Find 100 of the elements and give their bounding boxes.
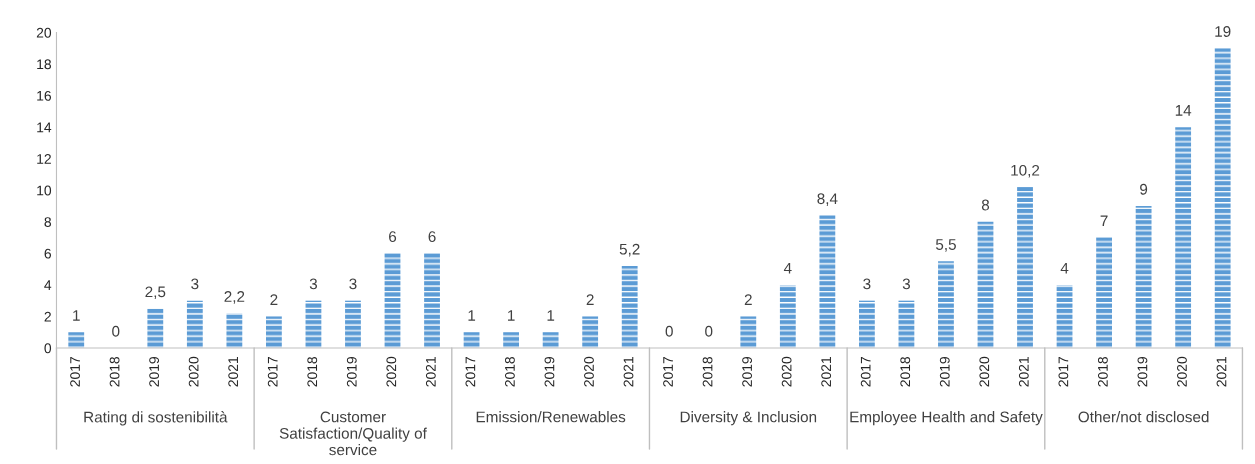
x-tick-label: 2020: [979, 356, 990, 387]
data-label: 8: [981, 199, 990, 211]
y-tick-label: 16: [37, 90, 51, 101]
data-label: 1: [73, 310, 80, 321]
x-tick-label: 2020: [1177, 356, 1187, 387]
x-tick-label: 2019: [742, 356, 753, 387]
bar: [1017, 187, 1033, 348]
y-tick-label: 8: [44, 217, 52, 227]
bar: [819, 215, 836, 348]
x-tick-label: 2019: [939, 356, 950, 387]
bar: [68, 332, 85, 348]
y-tick-label: 10: [37, 185, 52, 196]
bar: [542, 332, 559, 348]
x-tick-label: 2017: [1058, 357, 1069, 387]
x-tick-label: 2017: [860, 357, 871, 387]
y-tick-label: 4: [44, 280, 52, 290]
x-tick-label: 2020: [584, 356, 594, 387]
bar: [740, 316, 757, 348]
data-label: 14: [1175, 105, 1192, 116]
text: Employee Health and Safety: [850, 411, 1043, 426]
bar: [147, 308, 164, 348]
data-label: 8,4: [817, 193, 838, 206]
data-label: 3: [349, 278, 357, 290]
x-tick-label: 2019: [346, 356, 357, 387]
y-tick-label: 0: [44, 343, 52, 354]
x-tick-label: 2019: [544, 356, 555, 387]
data-label: 9: [1140, 183, 1148, 195]
x-tick-label: 2021: [228, 357, 239, 387]
x-tick-label: 2017: [267, 357, 278, 387]
x-tick-label: 2021: [1018, 357, 1029, 387]
data-label: 1: [508, 310, 515, 321]
x-tick-label: 2021: [425, 357, 436, 387]
data-label: 0: [665, 325, 673, 337]
data-label: 1: [468, 310, 476, 321]
x-tick-label: 2021: [821, 357, 832, 387]
data-label: 3: [863, 278, 871, 290]
x-tick-label: 2018: [702, 356, 713, 387]
x-tick-label: 2017: [70, 357, 80, 387]
bar: [1096, 237, 1112, 348]
data-label: 3: [191, 278, 199, 290]
data-label: 7: [1100, 215, 1108, 227]
data-label: 1: [547, 310, 555, 321]
y-tick-label: 6: [44, 248, 51, 259]
data-label: 5,2: [619, 243, 640, 257]
bar: [779, 284, 796, 348]
bar: [345, 300, 361, 348]
y-tick-label: 12: [37, 154, 51, 164]
x-tick-label: 2017: [465, 357, 476, 387]
bar: [186, 300, 203, 348]
x-tick-label: 2018: [504, 356, 515, 387]
data-label: 2: [744, 294, 752, 305]
x-tick-label: 2017: [663, 357, 673, 387]
data-label: 0: [112, 325, 120, 337]
bar: [1175, 127, 1192, 348]
bar: [1056, 284, 1073, 348]
bar: [463, 332, 480, 348]
bar: [266, 316, 282, 348]
data-label: 19: [1215, 26, 1231, 37]
bar: [938, 261, 954, 348]
bar: [1135, 206, 1152, 348]
bar: [384, 253, 401, 348]
data-label: 10,2: [1011, 164, 1040, 178]
text: Emission/Renewables: [476, 411, 626, 423]
x-tick-label: 2020: [188, 356, 199, 387]
bar: [977, 221, 994, 348]
y-tick-label: 14: [37, 122, 52, 133]
bar: [305, 300, 322, 348]
bar: [898, 300, 915, 348]
bar: [503, 332, 520, 348]
data-label: 4: [783, 262, 792, 274]
data-label: 6: [428, 231, 436, 242]
x-tick-label: 2018: [900, 356, 911, 387]
data-label: 5,5: [935, 239, 956, 252]
y-tick-label: 20: [36, 27, 52, 38]
x-tick-label: 2020: [781, 356, 792, 387]
x-tick-label: 2021: [1216, 357, 1227, 387]
text: Diversity & Inclusion: [680, 411, 817, 426]
bar: [226, 313, 243, 348]
text: Rating di sostenibilità: [84, 411, 228, 426]
x-tick-label: 2018: [307, 356, 318, 387]
x-tick-label: 2020: [386, 356, 397, 387]
x-tick-label: 2021: [623, 357, 634, 387]
data-label: 2,5: [145, 286, 166, 300]
data-label: 0: [705, 325, 713, 337]
data-label: 4: [1060, 262, 1069, 274]
data-label: 2,2: [224, 291, 245, 304]
bar: [582, 316, 599, 348]
bar: [1214, 48, 1231, 348]
x-tick-label: 2018: [109, 356, 120, 387]
bar: [424, 253, 440, 348]
data-label: 3: [902, 278, 910, 290]
y-tick-label: 18: [37, 59, 52, 70]
x-tick-label: 2019: [149, 356, 160, 387]
bar: [621, 265, 638, 348]
data-label: 2: [586, 294, 594, 305]
x-tick-label: 2018: [1097, 356, 1108, 387]
x-tick-label: 2019: [1137, 356, 1148, 387]
data-label: 2: [270, 294, 278, 305]
data-label: 3: [309, 278, 318, 290]
y-tick-label: 2: [44, 311, 51, 322]
